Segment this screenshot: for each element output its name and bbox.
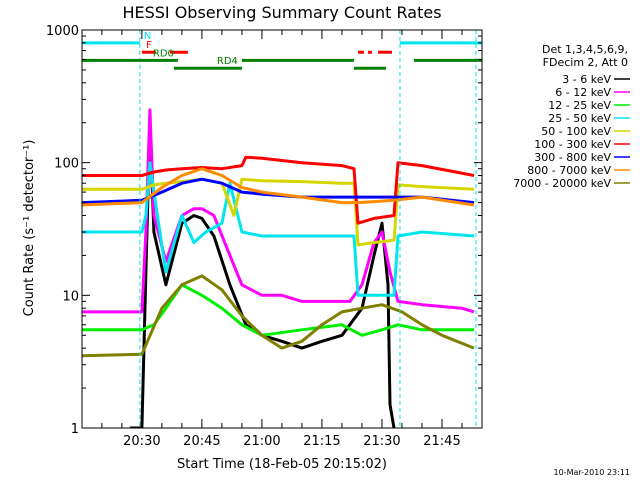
series-line-5 [82,155,475,225]
series-line-6 [82,177,475,205]
chart-title: HESSI Observing Summary Count Rates [122,3,441,22]
x-tick-label-2045: 20:45 [183,434,220,449]
series-line-7 [82,167,475,207]
x-tick-label-2145: 21:45 [423,434,460,449]
y-tick-label-1: 1 [71,422,79,437]
legend-label-5: 100 - 300 keV [534,138,611,151]
legend-label-0: 3 - 6 keV [562,73,611,86]
x-tick-label-2130: 21:30 [363,434,400,449]
legend-label-1: 6 - 12 keV [555,86,611,99]
y-axis-label: Count Rate (s⁻¹ detector⁻¹) [22,140,37,317]
y-tick-label-1000: 1000 [46,24,79,39]
flag-label-rd4: RD4 [217,56,238,67]
legend-label-7: 800 - 7000 keV [527,164,611,177]
series-group [82,108,475,428]
print-timestamp: 10-Mar-2010 23:11 [554,468,631,477]
series-line-4 [82,177,475,247]
x-tick-label-2115: 21:15 [303,434,340,449]
flag-label-f: F [146,40,152,51]
legend-label-2: 12 - 25 keV [548,99,611,112]
y-tick-label-10: 10 [62,289,79,304]
legend-header-line-2: FDecim 2, Att 0 [543,56,628,69]
legend-header-line-1: Det 1,3,4,5,6,9, [542,43,628,56]
legend-label-3: 25 - 50 keV [548,112,611,125]
x-tick-label-2100: 21:00 [243,434,280,449]
y-tick-label-100: 100 [54,157,79,172]
series-line-1 [82,108,475,314]
flag-label-rd0: RD0 [153,48,174,59]
series-line-8 [82,274,475,358]
legend-label-6: 300 - 800 keV [534,151,611,164]
x-axis-label: Start Time (18-Feb-05 20:15:02) [177,457,387,472]
x-tick-label-2030: 20:30 [123,434,160,449]
legend-label-4: 50 - 100 keV [541,125,611,138]
legend-label-8: 7000 - 20000 keV [513,177,611,190]
flag-label-n: N [144,31,151,42]
